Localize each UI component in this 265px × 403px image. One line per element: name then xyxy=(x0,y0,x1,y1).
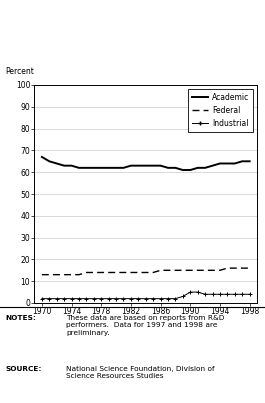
Text: National Science Foundation, Division of
Science Resources Studies: National Science Foundation, Division of… xyxy=(66,366,215,379)
Text: Figure 2.  Basic research of academic, Federal
and industrial performers as a pe: Figure 2. Basic research of academic, Fe… xyxy=(15,20,250,52)
Legend: Academic, Federal, Industrial: Academic, Federal, Industrial xyxy=(188,89,253,132)
Text: These data are based on reports from R&D
performers.  Data for 1997 and 1998 are: These data are based on reports from R&D… xyxy=(66,315,225,336)
Text: SOURCE:: SOURCE: xyxy=(5,366,42,372)
Text: NOTES:: NOTES: xyxy=(5,315,36,321)
Text: Percent: Percent xyxy=(6,67,34,76)
